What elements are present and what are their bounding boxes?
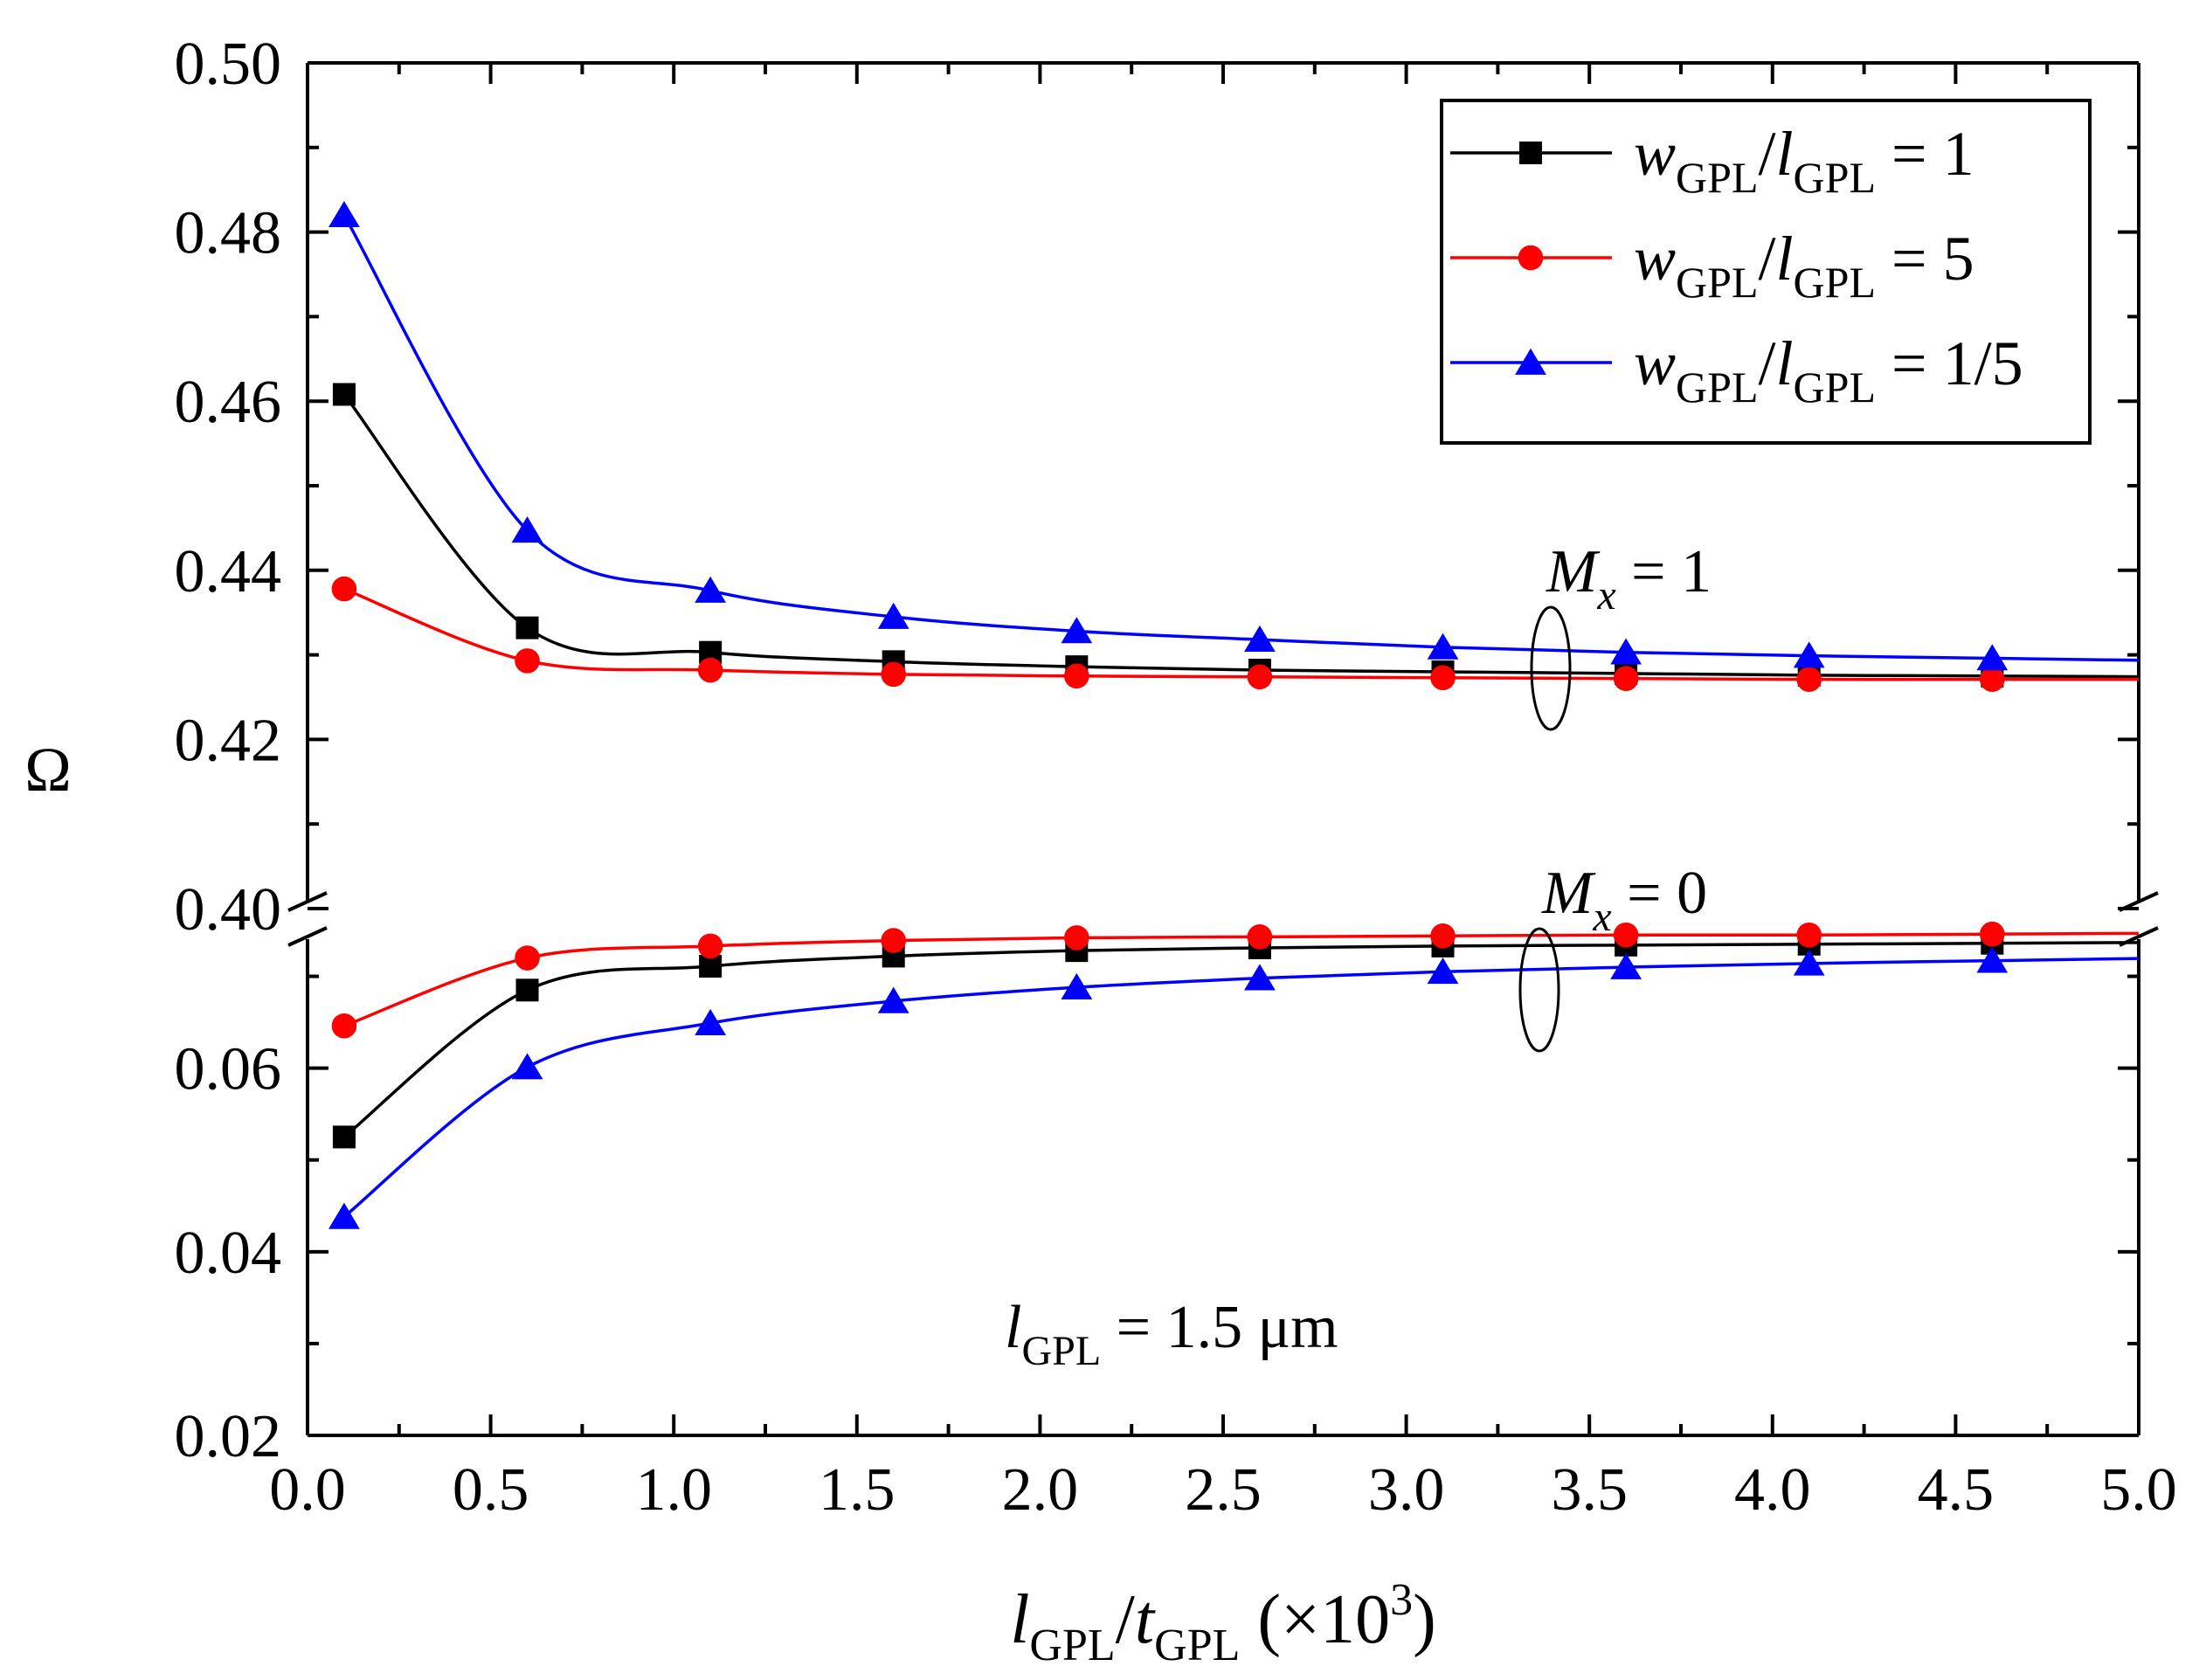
- x-tick-label: 0.0: [269, 1456, 346, 1524]
- data-point: [877, 602, 909, 629]
- x-tick-label: 1.0: [635, 1456, 712, 1524]
- y-tick-label: 0.40: [175, 876, 282, 944]
- group-ellipse-mx1: [1530, 605, 1572, 731]
- data-point: [1064, 663, 1089, 689]
- annotation-lgpl: lGPL = 1.5 μm: [1005, 1294, 1338, 1374]
- data-point: [1793, 641, 1825, 668]
- legend-item-ratio----1-5: wGPL/lGPL = 1/5: [1450, 328, 2023, 411]
- x-tick-label: 4.5: [1918, 1456, 1995, 1524]
- data-point: [1061, 972, 1093, 999]
- data-point: [1610, 638, 1642, 665]
- y-tick-label: 0.04: [175, 1220, 282, 1287]
- data-point: [1976, 644, 2009, 671]
- data-point: [332, 1125, 356, 1149]
- data-point: [1061, 617, 1093, 644]
- data-point: [1244, 625, 1276, 652]
- axes: 0.0 0.5 1.0 1.5 2.0 2.5 3.0 3.5 4.0 4.5 5.0 0.40 0.4…: [24, 31, 2177, 1670]
- data-point: [697, 657, 723, 683]
- annotation-mx1: Mx = 1: [1546, 538, 1712, 619]
- series-mx0-ratio-5: [331, 921, 2140, 1039]
- y-tick-label: 0.46: [175, 369, 282, 436]
- annotations: Mx = 1 Mx = 0 lGPL = 1.5 μm: [1005, 538, 1712, 1374]
- y-axis-title: Ω: [24, 735, 72, 805]
- y-tick-label: 0.48: [175, 200, 282, 267]
- x-tick-label: 2.0: [1002, 1456, 1079, 1524]
- data-point: [697, 933, 723, 959]
- data-point: [515, 648, 540, 674]
- data-point: [1610, 952, 1642, 979]
- data-point: [1244, 964, 1276, 991]
- data-point: [515, 945, 540, 971]
- legend-label: wGPL/lGPL = 1: [1634, 119, 1974, 202]
- data-point: [1980, 667, 2005, 692]
- group-ellipse-mx0: [1518, 927, 1560, 1053]
- legend-label: wGPL/lGPL = 5: [1634, 224, 1974, 307]
- y-tick-label: 0.42: [175, 707, 282, 774]
- data-point: [328, 200, 360, 228]
- legend-item-ratio----1: wGPL/lGPL = 1: [1450, 119, 1974, 202]
- y-tick-label: 0.02: [175, 1403, 282, 1470]
- axis-break-mark-left-1: [287, 891, 328, 912]
- series-layer: [328, 200, 2140, 1229]
- x-tick-label: 3.0: [1368, 1456, 1445, 1524]
- x-axis-title: lGPL/tGPL (×103): [1010, 1575, 1436, 1670]
- series-mx0-ratio-1-5: [328, 946, 2140, 1229]
- series-line: [342, 957, 2140, 1219]
- y-tick-label: 0.50: [175, 31, 282, 98]
- data-point: [1980, 921, 2005, 947]
- x-tick-label: 0.5: [453, 1456, 529, 1524]
- series-line: [343, 587, 2139, 681]
- legend-label: wGPL/lGPL = 1/5: [1634, 328, 2023, 411]
- x-tick-label: 1.5: [819, 1456, 896, 1524]
- data-point: [695, 576, 726, 603]
- data-point: [1793, 949, 1825, 976]
- data-point: [1430, 923, 1456, 949]
- data-point: [881, 661, 907, 688]
- data-point: [1247, 664, 1273, 690]
- x-tick-label: 4.0: [1734, 1456, 1811, 1524]
- legend: wGPL/lGPL = 1 wGPL/lGPL = 5 wGPL/lGPL = 1/…: [1440, 99, 2092, 445]
- data-point: [331, 576, 357, 602]
- data-point: [1064, 925, 1089, 951]
- data-point: [515, 978, 539, 1002]
- data-point: [328, 1202, 360, 1229]
- data-point: [877, 986, 909, 1013]
- series-mx1-ratio-1-5: [328, 200, 2140, 671]
- x-tick-label: 3.5: [1551, 1456, 1628, 1524]
- data-point: [699, 954, 723, 978]
- y-tick-label: 0.44: [175, 538, 282, 605]
- series-mx1-ratio-5: [331, 576, 2139, 692]
- legend-marker: [1515, 348, 1546, 375]
- annotation-mx0: Mx = 0: [1541, 860, 1707, 940]
- series-line: [342, 941, 2140, 1138]
- y-tick-label: 0.06: [175, 1036, 282, 1103]
- data-point: [1427, 958, 1459, 985]
- data-point: [695, 1008, 726, 1035]
- axis-break-mark-left-2: [287, 926, 328, 947]
- legend-item-ratio----5: wGPL/lGPL = 5: [1450, 224, 1974, 307]
- data-point: [1430, 665, 1456, 691]
- data-point: [515, 616, 539, 640]
- data-point: [881, 928, 907, 953]
- data-point: [1613, 666, 1639, 692]
- series-line: [342, 393, 2140, 679]
- data-point: [1613, 922, 1639, 948]
- data-point: [332, 383, 356, 406]
- data-point: [1796, 667, 1822, 692]
- x-tick-label: 2.5: [1185, 1456, 1262, 1524]
- legend-items: wGPL/lGPL = 1 wGPL/lGPL = 5 wGPL/lGPL = 1/…: [1450, 119, 2023, 411]
- data-point: [1427, 633, 1459, 660]
- legend-box: [1440, 99, 2092, 445]
- x-tick-label: 5.0: [2100, 1456, 2177, 1524]
- data-point: [1247, 924, 1273, 950]
- data-point: [511, 1053, 543, 1080]
- series-line: [342, 214, 2140, 662]
- data-point: [331, 1013, 357, 1039]
- data-point: [1976, 946, 2009, 973]
- legend-marker: [1518, 245, 1544, 271]
- legend-marker: [1519, 142, 1542, 164]
- data-point: [511, 516, 543, 543]
- data-point: [1796, 922, 1822, 948]
